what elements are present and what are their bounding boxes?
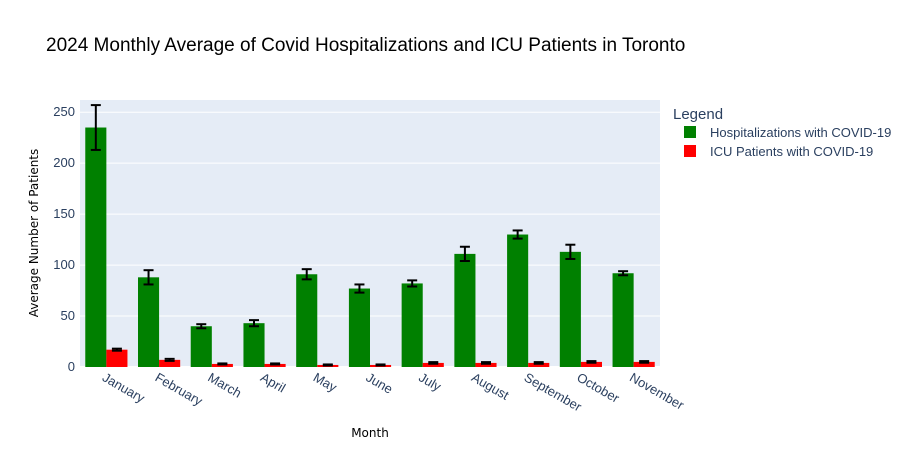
y-axis-title: Average Number of Patients <box>27 149 41 318</box>
bar <box>138 277 160 367</box>
bar <box>264 363 286 367</box>
bar <box>422 362 444 367</box>
bar <box>348 288 370 367</box>
bar <box>580 361 602 367</box>
y-tick-label: 100 <box>53 257 75 272</box>
x-axis-ticks: January February March April May June July Augu… <box>100 370 687 415</box>
x-tick-label: September <box>522 370 585 415</box>
bar <box>243 323 265 367</box>
y-tick-label: 250 <box>53 104 75 119</box>
legend-label: ICU Patients with COVID-19 <box>710 144 873 159</box>
x-tick-label: August <box>469 370 512 403</box>
error-bars <box>90 104 650 367</box>
bar <box>106 349 128 367</box>
bar <box>612 273 634 367</box>
chart-title: 2024 Monthly Average of Covid Hospitaliz… <box>46 35 685 56</box>
x-tick-label: January <box>100 370 148 406</box>
legend-title: Legend <box>673 106 723 123</box>
x-axis-title: Month <box>351 426 389 440</box>
legend: Legend Hospitalizations with COVID-19 ICU… <box>673 106 891 159</box>
y-tick-label: 50 <box>61 308 75 323</box>
bar <box>296 274 318 367</box>
bar <box>85 127 107 368</box>
bar <box>159 359 181 367</box>
legend-swatch <box>684 126 696 138</box>
bar <box>633 361 655 367</box>
y-tick-label: 150 <box>53 206 75 221</box>
bar <box>559 251 581 367</box>
bars <box>85 127 655 368</box>
bar <box>475 362 497 367</box>
x-tick-label: April <box>258 370 288 396</box>
x-tick-label: February <box>153 370 206 409</box>
bar <box>454 253 476 367</box>
x-tick-label: May <box>311 370 340 396</box>
bar <box>211 363 233 367</box>
legend-label: Hospitalizations with COVID-19 <box>710 125 891 140</box>
x-tick-label: November <box>627 370 687 413</box>
y-tick-label: 200 <box>53 155 75 170</box>
bar <box>528 362 550 367</box>
legend-swatch <box>684 145 696 157</box>
bar <box>401 283 423 367</box>
x-tick-label: June <box>364 370 396 397</box>
x-tick-label: July <box>416 370 444 395</box>
x-tick-label: March <box>205 370 244 401</box>
y-tick-label: 0 <box>68 359 75 374</box>
bar <box>507 234 529 367</box>
y-axis-ticks: 0 50 100 150 200 250 <box>53 104 75 374</box>
bar <box>190 326 212 367</box>
